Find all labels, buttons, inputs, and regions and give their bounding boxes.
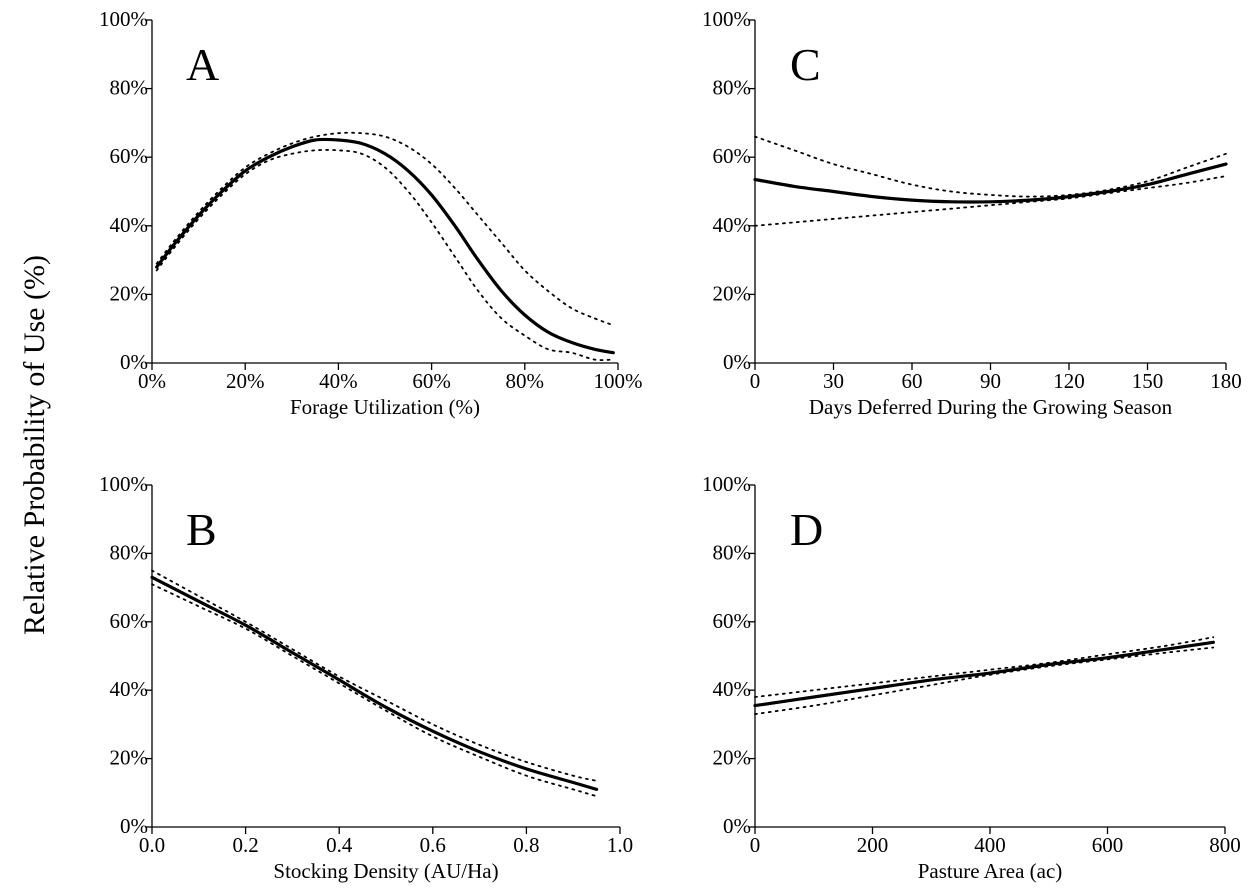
panel-c: 0% 20% 40% 60% 80% 100% 0 30 60 90 120 150 180 Days D… xyxy=(702,7,1242,419)
panel-a-x-tick-label: 40% xyxy=(319,369,358,393)
panel-a: 0% 20% 40% 60% 80% 100% 0% 20% 40% 60% 80% 100% Fora… xyxy=(99,7,643,419)
panel-c-x-tick-label: 90 xyxy=(980,369,1001,393)
panel-c-x-tick-label: 60 xyxy=(902,369,923,393)
panel-d-y-tick-label: 80% xyxy=(713,540,752,564)
panel-d-y-tick-label: 40% xyxy=(713,677,752,701)
panel-d-y-tick-label: 100% xyxy=(702,472,751,496)
panel-c-label: C xyxy=(790,39,821,90)
panel-a-x-tick-label: 80% xyxy=(506,369,545,393)
panel-b-upper-ci-line xyxy=(151,569,598,782)
panel-d-fit-line xyxy=(753,640,1215,708)
panel-a-y-tick-label: 20% xyxy=(110,281,149,305)
panel-d-lower-ci-line xyxy=(754,646,1215,715)
panel-b-label: B xyxy=(186,504,217,555)
panel-c-upper-ci-line xyxy=(754,135,1227,198)
panel-d-label: D xyxy=(790,504,823,555)
panel-b-x-axis-label: Stocking Density (AU/Ha) xyxy=(273,859,498,883)
panel-a-x-tick-label: 20% xyxy=(226,369,265,393)
panel-a-x-axis-label: Forage Utilization (%) xyxy=(290,395,480,419)
panel-a-y-tick-label: 60% xyxy=(110,144,149,168)
panel-a-label: A xyxy=(186,39,219,90)
panel-c-x-tick-label: 180 xyxy=(1210,369,1242,393)
panel-d-x-axis-label: Pasture Area (ac) xyxy=(918,859,1063,883)
panel-b-lower-ci-line xyxy=(151,583,598,798)
panel-d-x-tick-label: 400 xyxy=(974,833,1006,857)
panel-a-y-tick-label: 40% xyxy=(110,213,149,237)
panel-c-x-tick-label: 120 xyxy=(1053,369,1085,393)
panel-a-y-tick-label: 0% xyxy=(120,350,148,374)
panel-c-y-tick-label: 0% xyxy=(723,350,751,374)
panel-c-y-tick-label: 100% xyxy=(702,7,751,31)
panel-d-x-tick-label: 0 xyxy=(750,833,761,857)
panel-c-y-tick-label: 80% xyxy=(713,76,752,100)
panel-a-y-tick-label: 80% xyxy=(110,76,149,100)
panel-a-x-tick-label: 0% xyxy=(138,369,166,393)
panel-d-x-tick-label: 600 xyxy=(1092,833,1124,857)
panel-c-x-tick-label: 30 xyxy=(823,369,844,393)
panel-b-x-tick-label: 0.8 xyxy=(513,833,539,857)
panel-b: 0% 20% 40% 60% 80% 100% 0.0 0.2 0.4 0.6 0.8 1.0 Stoc… xyxy=(99,472,633,883)
panel-a-x-tick-label: 60% xyxy=(412,369,451,393)
panel-b-y-tick-label: 100% xyxy=(99,472,148,496)
panel-a-upper-ci-line xyxy=(155,131,615,327)
panel-b-x-tick-label: 0.4 xyxy=(326,833,353,857)
panel-c-fit-line xyxy=(753,162,1228,204)
panel-c-lower-ci-line xyxy=(754,175,1227,227)
panel-d-upper-ci-line xyxy=(754,636,1215,698)
panel-b-y-tick-label: 80% xyxy=(110,540,149,564)
y-axis-title: Relative Probability of Use (%) xyxy=(18,255,51,635)
panel-b-x-tick-label: 0.2 xyxy=(232,833,258,857)
panel-b-y-tick-label: 20% xyxy=(110,746,149,770)
panel-a-fit-line xyxy=(155,137,615,355)
panel-c-y-tick-label: 40% xyxy=(713,213,752,237)
panel-c-y-tick-label: 20% xyxy=(713,281,752,305)
panel-d-y-tick-label: 20% xyxy=(713,746,752,770)
panel-a-y-tick-label: 100% xyxy=(99,7,148,31)
panel-b-x-tick-label: 1.0 xyxy=(607,833,633,857)
panel-a-x-tick-label: 100% xyxy=(594,369,643,393)
panel-a-lower-ci-line xyxy=(155,149,615,361)
panel-b-x-tick-label: 0.0 xyxy=(139,833,165,857)
panel-d-x-tick-label: 800 xyxy=(1209,833,1241,857)
panel-c-y-tick-label: 60% xyxy=(713,144,752,168)
panel-c-x-axis-label: Days Deferred During the Growing Season xyxy=(809,395,1173,419)
panel-c-x-tick-label: 150 xyxy=(1132,369,1164,393)
panel-d: 0% 20% 40% 60% 80% 100% 0 200 400 600 800 Pasture A… xyxy=(702,472,1241,883)
panel-b-y-tick-label: 60% xyxy=(110,609,149,633)
panel-c-x-tick-label: 0 xyxy=(750,369,761,393)
panel-b-fit-line xyxy=(150,575,599,791)
panel-b-x-tick-label: 0.6 xyxy=(420,833,446,857)
panel-b-y-tick-label: 40% xyxy=(110,677,149,701)
panel-d-x-tick-label: 200 xyxy=(857,833,889,857)
panel-b-y-tick-label: 0% xyxy=(120,814,148,838)
panel-d-y-tick-label: 60% xyxy=(713,609,752,633)
panel-d-y-tick-label: 0% xyxy=(723,814,751,838)
